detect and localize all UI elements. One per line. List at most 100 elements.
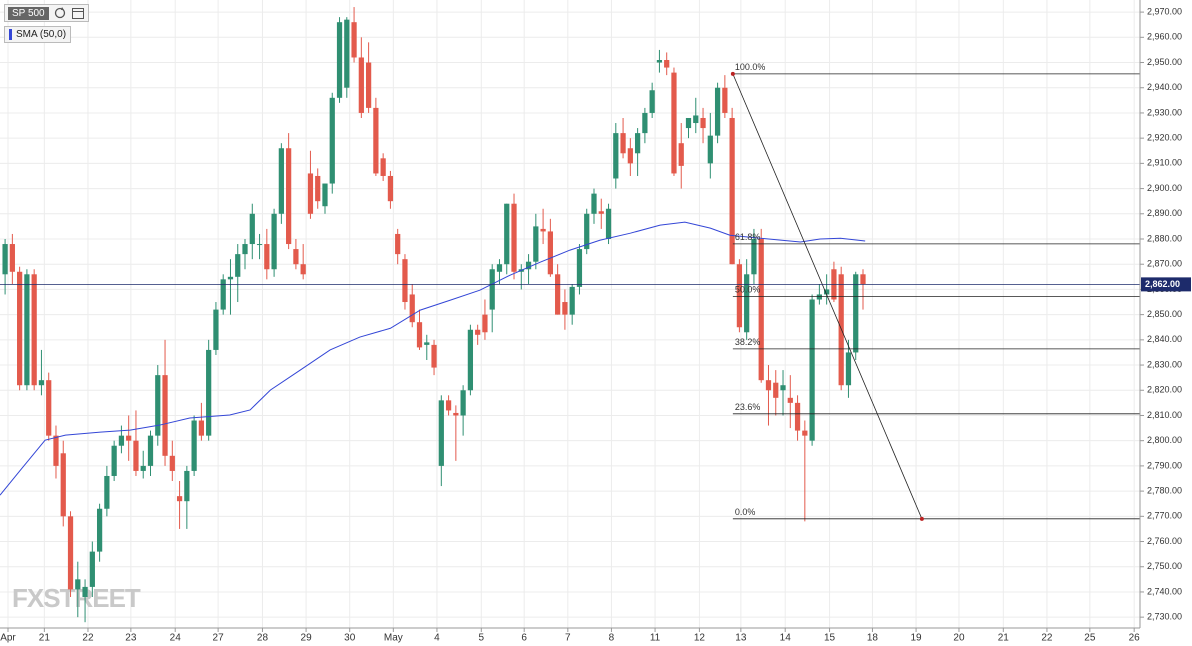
candle-body (206, 349, 212, 436)
candle-body (46, 380, 52, 436)
candle-body (31, 274, 37, 386)
x-tick-label: 21 (39, 633, 51, 644)
candle-body (845, 352, 852, 386)
x-tick-label: 28 (257, 633, 269, 644)
y-tick-label: 2,870.00 (1147, 259, 1182, 269)
fib-label: 61.8% (735, 232, 761, 242)
x-tick-label: 23 (125, 633, 137, 644)
candle-body (395, 233, 401, 255)
candle-body (2, 244, 8, 275)
candle-body (336, 22, 343, 98)
y-tick-label: 2,820.00 (1147, 385, 1182, 395)
y-tick-label: 2,960.00 (1147, 32, 1182, 42)
candle-body (700, 117, 706, 129)
x-tick-label: 14 (780, 633, 792, 644)
x-tick-label: 26 (1129, 633, 1141, 644)
x-tick-label: 20 (953, 633, 965, 644)
x-tick-label: 27 (213, 633, 225, 644)
candle-body (467, 329, 474, 391)
candle-body (351, 22, 357, 58)
candle-body (773, 382, 779, 398)
y-tick-label: 2,850.00 (1147, 309, 1182, 319)
x-tick-label: 12 (694, 633, 706, 644)
legend-label: SP 500 (8, 6, 49, 20)
candle-body (678, 143, 684, 166)
candle-body (787, 397, 793, 403)
candle-body (685, 117, 692, 129)
x-tick-label: 25 (1084, 633, 1096, 644)
candle-body (816, 294, 822, 300)
calendar-icon[interactable] (71, 6, 85, 20)
y-tick-label: 2,740.00 (1147, 586, 1182, 596)
candle-body (649, 90, 655, 113)
x-tick-label: 24 (170, 633, 182, 644)
candle-body (75, 579, 81, 590)
candle-body (722, 87, 728, 113)
candle-body (802, 430, 808, 436)
refresh-icon[interactable] (53, 6, 67, 20)
candle-body (576, 249, 583, 287)
candle-body (169, 455, 175, 471)
candle-body (118, 435, 125, 446)
candle-body (264, 244, 270, 270)
candle-body (605, 208, 612, 239)
candle-body (780, 385, 786, 391)
fib-label: 50.0% (735, 285, 761, 295)
y-tick-label: 2,750.00 (1147, 561, 1182, 571)
candle-body (584, 213, 590, 250)
candle-body (613, 133, 619, 179)
y-tick-label: 2,840.00 (1147, 334, 1182, 344)
x-tick-label: 19 (911, 633, 923, 644)
sma-legend: SMA (50,0) (4, 26, 72, 43)
y-tick-label: 2,950.00 (1147, 57, 1182, 67)
y-tick-label: 2,800.00 (1147, 435, 1182, 445)
candle-body (671, 72, 677, 174)
candle-body (533, 226, 539, 262)
candle-body (591, 193, 597, 214)
y-tick-label: 2,940.00 (1147, 82, 1182, 92)
candle-body (89, 551, 95, 587)
x-tick-label: 7 (565, 633, 571, 644)
x-tick-label: 18 (867, 633, 879, 644)
candle-body (620, 133, 626, 154)
candle-body (373, 107, 379, 174)
candle-body (569, 286, 575, 315)
candle-body (540, 228, 546, 232)
candle-body (744, 274, 750, 333)
candle-body (278, 148, 284, 214)
fib-anchor (730, 71, 735, 76)
y-tick-label: 2,810.00 (1147, 410, 1182, 420)
candle-body (329, 97, 335, 184)
x-tick-label: 21 (998, 633, 1010, 644)
x-tick-label: 15 (824, 633, 836, 644)
candle-body (344, 19, 350, 88)
candle-body (104, 475, 110, 509)
candle-body (794, 402, 801, 431)
candle-body (489, 269, 495, 310)
candle-body (176, 496, 183, 502)
fib-label: 38.2% (735, 337, 761, 347)
candle-body (365, 62, 372, 108)
x-tick-label: 4 (434, 633, 440, 644)
candle-body (67, 516, 74, 590)
y-tick-label: 2,930.00 (1147, 107, 1182, 117)
candle-body (155, 375, 161, 436)
candle-body (555, 274, 561, 315)
candle-body (249, 213, 255, 245)
candle-body (60, 453, 66, 517)
candle-body (300, 264, 306, 275)
candle-body (416, 322, 423, 348)
y-tick-label: 2,900.00 (1147, 183, 1182, 193)
y-tick-label: 2,890.00 (1147, 208, 1182, 218)
candle-body (220, 279, 226, 310)
candle-body (664, 60, 670, 68)
candle-body (627, 148, 633, 164)
candle-body (147, 435, 154, 466)
sma-line (0, 221, 866, 496)
candle-body (860, 274, 866, 285)
candle-body (765, 380, 772, 391)
x-tick-label: 13 (735, 633, 747, 644)
x-tick-label: 8 (609, 633, 615, 644)
candle-body (307, 173, 314, 214)
candle-body (562, 302, 568, 315)
